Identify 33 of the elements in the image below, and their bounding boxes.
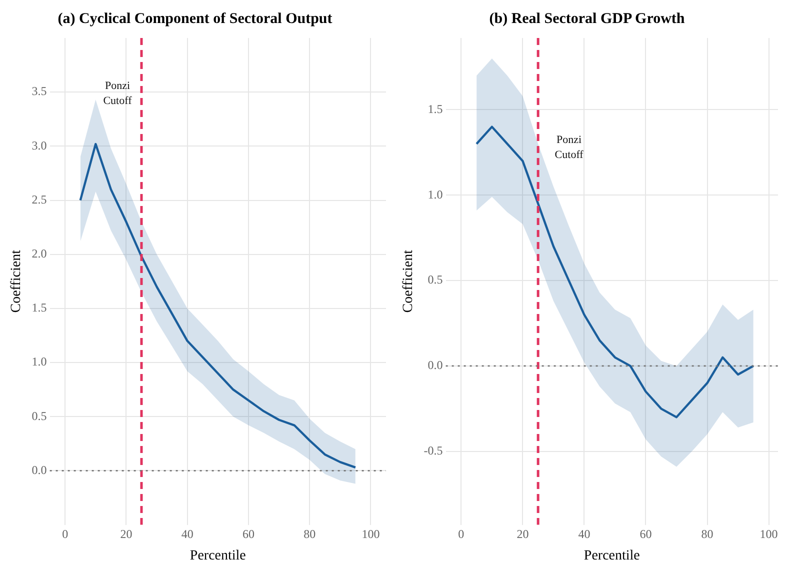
y-tick-label: -0.5 (424, 444, 443, 458)
y-axis-title: Coefficient (9, 250, 24, 313)
x-tick-label: 0 (458, 527, 464, 542)
text: 3.0 (32, 138, 47, 152)
text: 0.0 (32, 462, 47, 477)
x-tick-label: 40 (578, 527, 590, 542)
x-tick-label: 40 (181, 527, 194, 542)
x-tick-label: 80 (701, 527, 714, 542)
x-tick-label: 60 (640, 527, 652, 542)
x-tick-label: 60 (242, 527, 254, 542)
chart-title: (a) Cyclical Component of Sectoral Output (58, 10, 332, 27)
x-tick-label: 80 (304, 527, 316, 542)
y-tick-label: 2.5 (32, 192, 47, 206)
text: 1.0 (428, 187, 443, 202)
y-axis-title: Coefficient (401, 250, 416, 313)
x-tick-label: 100 (760, 527, 778, 542)
x-tick-label: 20 (516, 527, 529, 542)
chart-title: (b) Real Sectoral GDP Growth (489, 10, 686, 27)
y-tick-label: 3.5 (32, 84, 47, 98)
x-axis-title: Percentile (584, 548, 640, 564)
text: 2.0 (32, 246, 47, 261)
text: 1.0 (32, 354, 47, 369)
x-tick-label: 100 (362, 527, 380, 542)
y-tick-label: 0.5 (428, 272, 443, 287)
y-tick-label: 1.5 (32, 300, 47, 315)
x-tick-label: 0 (62, 527, 68, 542)
ref-line-label: Ponzi Cutoff (103, 80, 132, 107)
x-tick-label: 20 (120, 527, 132, 542)
y-tick-label: 1.5 (428, 102, 443, 116)
x-axis-title: Percentile (190, 548, 246, 564)
y-tick-label: 0.5 (32, 408, 47, 423)
text: 0.0 (428, 358, 443, 372)
ref-line-label: Ponzi Cutoff (554, 134, 584, 161)
